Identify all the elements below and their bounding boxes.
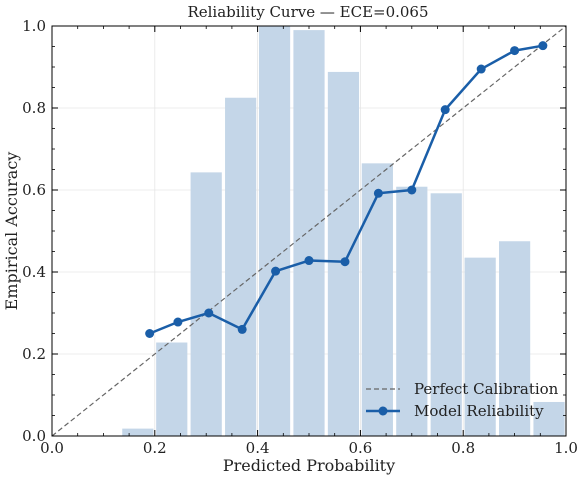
model-reliability-point	[145, 329, 155, 338]
legend-label: Model Reliability	[414, 402, 544, 420]
legend-marker-model-reliability	[378, 406, 388, 416]
y-tick-label: 0.0	[22, 427, 46, 445]
model-reliability-point	[407, 185, 417, 195]
y-tick-label: 0.4	[22, 263, 46, 281]
histogram-bars	[122, 26, 565, 437]
histogram-bar	[464, 257, 496, 436]
x-axis-label: Predicted Probability	[223, 456, 395, 475]
histogram-bar	[225, 97, 257, 436]
model-reliability-point	[237, 324, 247, 334]
y-tick-label: 0.2	[22, 345, 46, 363]
model-reliability-point	[373, 188, 383, 198]
axis-ticks: 0.0 0.2 0.4 0.6 0.8 1.0 0.0 0.2 0.4 0.6 0.8 1.0	[22, 17, 578, 457]
x-tick-label: 0.0	[40, 439, 64, 457]
legend-label: Perfect Calibration	[414, 380, 559, 398]
histogram-bar	[327, 71, 360, 437]
model-reliability-point	[340, 257, 350, 267]
histogram-bar	[396, 186, 428, 436]
histogram-bar	[361, 163, 393, 436]
chart-title: Reliability Curve — ECE=0.065	[187, 3, 428, 21]
x-tick-label: 0.2	[143, 439, 167, 457]
legend: Perfect Calibration Model Reliability	[366, 380, 559, 420]
y-tick-label: 0.8	[22, 99, 46, 117]
histogram-bar	[533, 401, 565, 436]
model-reliability-point	[440, 105, 450, 115]
y-axis-label: Empirical Accuracy	[2, 152, 21, 311]
model-reliability-point	[510, 46, 520, 56]
histogram-bar	[293, 30, 325, 436]
model-reliability-point	[476, 64, 486, 74]
model-reliability-point	[204, 308, 214, 318]
x-tick-label: 1.0	[554, 439, 578, 457]
y-tick-label: 0.6	[22, 181, 46, 199]
histogram-bar	[122, 428, 154, 436]
series-lines	[51, 25, 567, 437]
model-reliability-point	[304, 256, 314, 266]
x-tick-label: 0.4	[246, 439, 270, 457]
model-reliability-point	[173, 317, 183, 327]
histogram-bar	[156, 342, 188, 436]
histogram-bar	[258, 26, 291, 436]
model-reliability-point	[271, 266, 281, 276]
y-tick-label: 1.0	[22, 17, 46, 35]
histogram-bar	[499, 241, 531, 436]
x-tick-label: 0.6	[348, 439, 372, 457]
histogram-bar	[430, 193, 462, 436]
model-reliability-point	[538, 41, 548, 51]
x-tick-label: 0.8	[451, 439, 475, 457]
perfect-calibration-line	[51, 25, 567, 437]
